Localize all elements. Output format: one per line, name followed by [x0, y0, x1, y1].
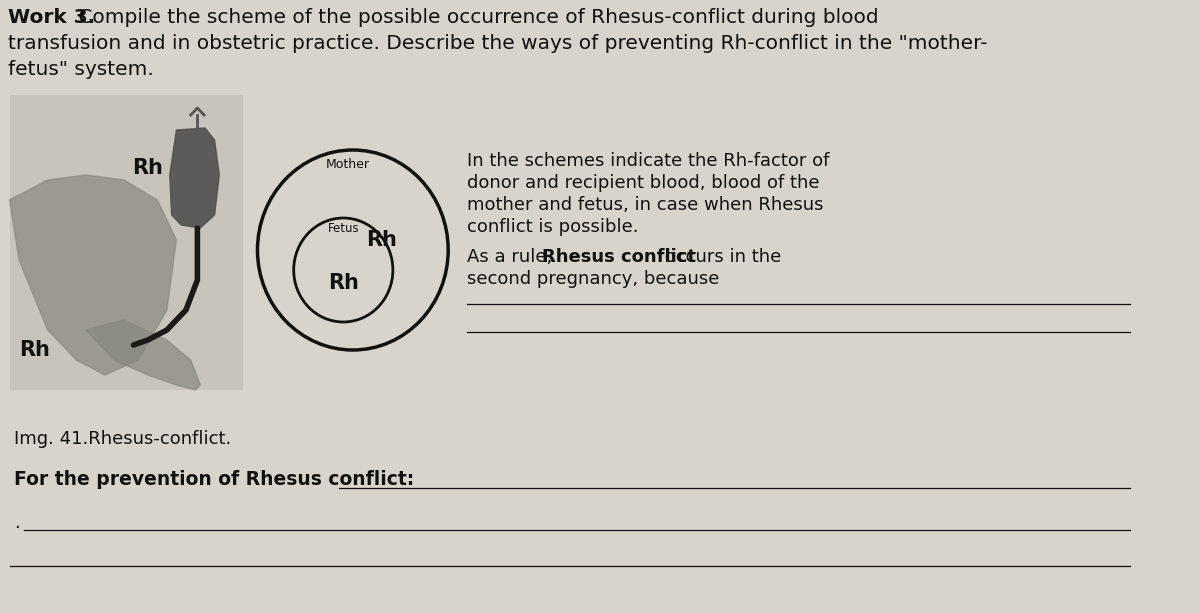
- Text: Rh: Rh: [328, 273, 359, 293]
- Text: In the schemes indicate the Rh-factor of: In the schemes indicate the Rh-factor of: [467, 152, 829, 170]
- Text: Compile the scheme of the possible occurrence of Rhesus-conflict during blood: Compile the scheme of the possible occur…: [72, 8, 880, 27]
- Text: Img. 41.Rhesus-conflict.: Img. 41.Rhesus-conflict.: [14, 430, 232, 448]
- Circle shape: [294, 218, 392, 322]
- Text: For the prevention of Rhesus conflict:: For the prevention of Rhesus conflict:: [14, 470, 414, 489]
- Text: Mother: Mother: [326, 158, 370, 171]
- Text: fetus" system.: fetus" system.: [7, 60, 154, 79]
- FancyBboxPatch shape: [10, 95, 244, 390]
- Text: .: .: [14, 514, 20, 532]
- Polygon shape: [169, 128, 220, 228]
- Text: Fetus: Fetus: [328, 222, 359, 235]
- Text: transfusion and in obstetric practice. Describe the ways of preventing Rh-confli: transfusion and in obstetric practice. D…: [7, 34, 988, 53]
- Text: Work 3.: Work 3.: [7, 8, 95, 27]
- Polygon shape: [86, 320, 200, 390]
- Text: mother and fetus, in case when Rhesus: mother and fetus, in case when Rhesus: [467, 196, 823, 214]
- Text: Rh: Rh: [366, 230, 397, 250]
- Polygon shape: [10, 175, 176, 375]
- Circle shape: [258, 150, 448, 350]
- Text: donor and recipient blood, blood of the: donor and recipient blood, blood of the: [467, 174, 820, 192]
- Text: conflict is possible.: conflict is possible.: [467, 218, 638, 236]
- Text: Rh: Rh: [19, 340, 50, 360]
- Text: Rhesus conflict: Rhesus conflict: [541, 248, 696, 266]
- Text: second pregnancy, because: second pregnancy, because: [467, 270, 720, 288]
- Text: occurs in the: occurs in the: [659, 248, 781, 266]
- Text: As a rule,: As a rule,: [467, 248, 558, 266]
- Text: Rh: Rh: [132, 158, 163, 178]
